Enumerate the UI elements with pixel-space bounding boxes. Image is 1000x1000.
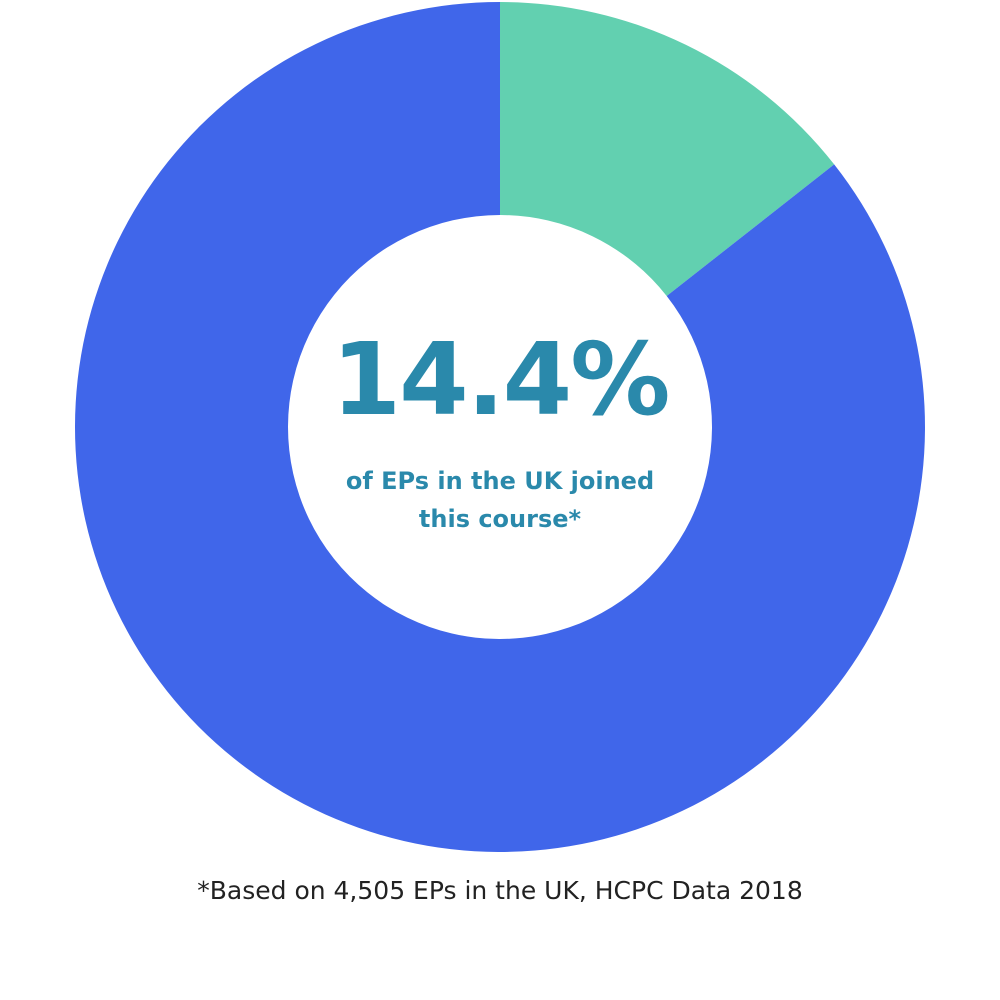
donut-segment [74,2,925,852]
donut-segment [500,2,835,297]
center-value-label: 14.4% [331,321,671,438]
center-annotation: of EPs in the UK joined this course* [345,467,655,533]
footnote: *Based on 4,505 EPs in the UK, HCPC Data… [197,876,803,905]
